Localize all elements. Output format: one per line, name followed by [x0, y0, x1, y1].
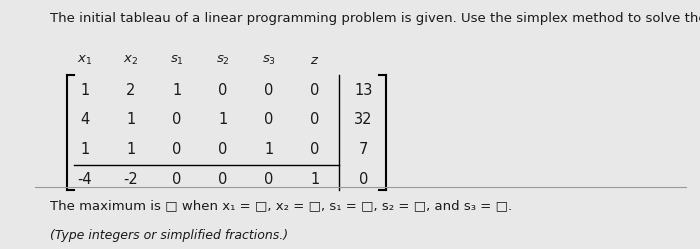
Text: 1: 1: [218, 113, 228, 127]
Text: 1: 1: [127, 142, 136, 158]
Text: The initial tableau of a linear programming problem is given. Use the simplex me: The initial tableau of a linear programm…: [50, 12, 700, 25]
Text: 1: 1: [172, 82, 181, 98]
Text: 2: 2: [126, 82, 136, 98]
Text: 0: 0: [172, 113, 182, 127]
Text: 1: 1: [80, 142, 90, 158]
Text: 0: 0: [172, 142, 182, 158]
Text: $s_1$: $s_1$: [170, 54, 184, 66]
Text: 0: 0: [172, 173, 182, 187]
Text: 0: 0: [358, 173, 368, 187]
Text: 4: 4: [80, 113, 90, 127]
Text: 7: 7: [358, 142, 368, 158]
Text: $z$: $z$: [310, 54, 320, 66]
Text: 13: 13: [354, 82, 372, 98]
Text: 0: 0: [310, 142, 320, 158]
Text: 32: 32: [354, 113, 372, 127]
Text: $s_2$: $s_2$: [216, 54, 230, 66]
Text: -4: -4: [78, 173, 92, 187]
Text: $x_2$: $x_2$: [123, 54, 139, 66]
Text: 0: 0: [218, 82, 228, 98]
Text: 0: 0: [265, 82, 274, 98]
Text: -2: -2: [124, 173, 139, 187]
Text: 0: 0: [218, 173, 228, 187]
Text: 0: 0: [265, 113, 274, 127]
Text: 1: 1: [265, 142, 274, 158]
Text: 0: 0: [310, 82, 320, 98]
Text: 1: 1: [127, 113, 136, 127]
Text: 1: 1: [310, 173, 320, 187]
Text: 1: 1: [80, 82, 90, 98]
Text: The maximum is □ when x₁ = □, x₂ = □, s₁ = □, s₂ = □, and s₃ = □.: The maximum is □ when x₁ = □, x₂ = □, s₁…: [50, 199, 512, 212]
Text: 0: 0: [310, 113, 320, 127]
Text: $s_3$: $s_3$: [262, 54, 276, 66]
Text: (Type integers or simplified fractions.): (Type integers or simplified fractions.): [50, 229, 288, 242]
Text: 0: 0: [218, 142, 228, 158]
Text: $x_1$: $x_1$: [78, 54, 92, 66]
Text: 0: 0: [265, 173, 274, 187]
